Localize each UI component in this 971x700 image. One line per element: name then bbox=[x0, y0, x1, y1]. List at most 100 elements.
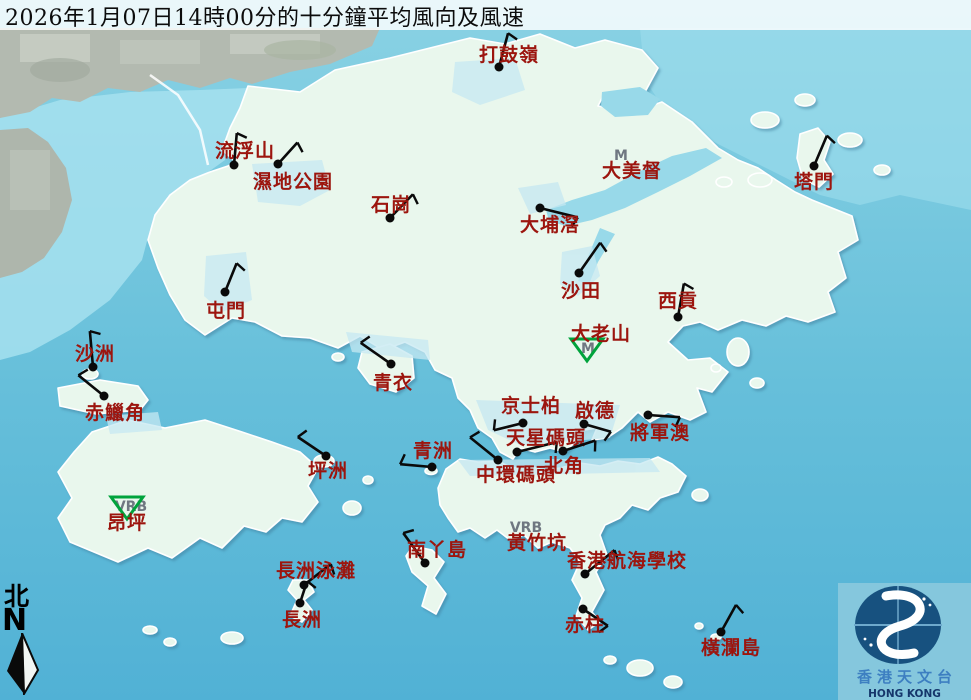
station-dot bbox=[494, 62, 504, 72]
station-tsing-yi: 青衣 bbox=[359, 335, 413, 394]
wind-barb-tick bbox=[570, 216, 579, 228]
station-label: 大美督 bbox=[602, 159, 662, 182]
station-shek-kong: 石崗 bbox=[370, 193, 419, 223]
wind-barb-staff bbox=[516, 440, 558, 454]
station-label: 黃竹坑 bbox=[507, 531, 567, 554]
station-dot bbox=[427, 462, 437, 472]
variable-wind-triangle-icon bbox=[108, 495, 146, 522]
station-label: 南丫島 bbox=[407, 538, 467, 561]
wind-barb-tick bbox=[306, 580, 317, 589]
map-title: 2026年1月07日14時00分的十分鐘平均風向及風速 bbox=[5, 6, 525, 31]
wind-barb-tick bbox=[89, 329, 101, 336]
wind-barb-tick bbox=[598, 624, 609, 634]
wind-barb-tick bbox=[603, 431, 612, 442]
wind-barb-tick bbox=[329, 563, 336, 575]
wind-barb-tick bbox=[599, 242, 608, 253]
shenzhen-urban-area bbox=[0, 28, 380, 278]
wind-barb-staff bbox=[77, 374, 105, 398]
hko-logo-icon bbox=[854, 586, 942, 664]
wind-barb-staff bbox=[232, 133, 239, 166]
station-label: 濕地公園 bbox=[253, 170, 333, 193]
station-label: 北角 bbox=[544, 454, 584, 477]
station-label: 啟德 bbox=[575, 399, 615, 422]
wind-barb-staff bbox=[582, 607, 609, 627]
station-label: 青衣 bbox=[373, 371, 413, 394]
station-label: 坪洲 bbox=[308, 460, 348, 482]
wind-barb-tick bbox=[507, 32, 518, 41]
station-tai-po-kau: 大埔滘 bbox=[520, 203, 580, 236]
station-label: 西貢 bbox=[658, 290, 698, 312]
wind-barb-tick bbox=[554, 441, 558, 454]
hko-logo-chinese: 香港天文台 bbox=[856, 668, 957, 686]
station-dot bbox=[673, 312, 683, 322]
station-green-island: 青洲 bbox=[399, 440, 453, 472]
mirs-bay-water bbox=[640, 28, 971, 210]
hko-logo: 香港天文台 HONG KONG OBSERVATORY bbox=[838, 583, 971, 700]
station-dot bbox=[99, 391, 109, 401]
station-label: 打鼓嶺 bbox=[479, 43, 539, 66]
wind-barb-tick bbox=[735, 604, 745, 614]
variable-wind-text: VRB bbox=[510, 520, 542, 536]
station-dot bbox=[558, 446, 568, 456]
station-wetland-park: 濕地公園 bbox=[253, 141, 333, 193]
station-hk-sea-school: 香港航海學校 bbox=[566, 549, 687, 579]
station-label: 橫瀾島 bbox=[701, 636, 761, 659]
station-dot bbox=[493, 455, 503, 465]
station-dot bbox=[809, 161, 819, 171]
station-label: 將軍澳 bbox=[630, 421, 690, 444]
wind-barb-tick bbox=[411, 193, 419, 205]
station-north-point: 北角 bbox=[544, 439, 597, 477]
variable-wind-triangle-icon bbox=[568, 337, 606, 364]
station-label: 京士柏 bbox=[501, 394, 561, 417]
wind-barb-tick bbox=[235, 262, 246, 272]
station-stanley: 赤柱 bbox=[565, 604, 609, 636]
wind-barb-tick bbox=[674, 416, 682, 428]
station-label: 大埔滘 bbox=[520, 213, 580, 236]
station-tseung-kwan-o: 將軍澳 bbox=[630, 410, 690, 444]
station-label: 長洲泳灘 bbox=[276, 559, 356, 582]
station-central-pier: 中環碼頭 bbox=[469, 430, 555, 486]
tolo-harbour bbox=[546, 148, 722, 226]
station-tuen-mun: 屯門 bbox=[206, 262, 246, 322]
station-label: 青洲 bbox=[413, 440, 453, 462]
wind-barb-staff bbox=[719, 604, 738, 633]
wind-barb-tick bbox=[77, 368, 89, 377]
shenzhen-bay-bridge bbox=[149, 73, 210, 166]
station-lamma-island: 南丫島 bbox=[402, 528, 467, 568]
station-dot bbox=[643, 410, 653, 420]
wind-barb-tick bbox=[402, 528, 415, 535]
station-dot bbox=[579, 419, 589, 429]
station-dot bbox=[420, 558, 430, 568]
wind-barb-staff bbox=[812, 135, 829, 167]
wind-barb-tick bbox=[360, 335, 371, 344]
station-dot bbox=[512, 447, 522, 457]
wind-barb-staff bbox=[389, 193, 414, 219]
station-dot bbox=[88, 362, 98, 372]
station-cheung-chau: 長洲 bbox=[282, 580, 322, 631]
station-label: 石崗 bbox=[370, 193, 411, 216]
station-dot bbox=[385, 213, 395, 223]
station-dot bbox=[716, 627, 726, 637]
wind-barb-staff bbox=[647, 413, 681, 419]
station-kai-tak: 啟德 bbox=[575, 399, 615, 442]
compass-north-hanzi: 北 bbox=[4, 582, 30, 611]
wind-barb-staff bbox=[583, 422, 612, 433]
north-compass: 北 N bbox=[1, 584, 45, 695]
station-label: 香港航海學校 bbox=[566, 549, 687, 572]
deep-bay-water bbox=[0, 88, 248, 360]
station-label: 赤柱 bbox=[565, 613, 605, 636]
station-label: 流浮山 bbox=[215, 139, 275, 162]
station-tap-mun: 塔門 bbox=[794, 134, 836, 193]
station-label: 昂坪 bbox=[107, 512, 147, 534]
wind-barb-staff bbox=[539, 206, 579, 219]
station-label: 長洲 bbox=[282, 609, 322, 631]
station-lau-fau-shan: 流浮山 bbox=[215, 132, 275, 170]
wind-barb-staff bbox=[584, 549, 616, 576]
wind-barb-staff bbox=[497, 32, 510, 68]
wind-barb-staff bbox=[277, 141, 299, 165]
